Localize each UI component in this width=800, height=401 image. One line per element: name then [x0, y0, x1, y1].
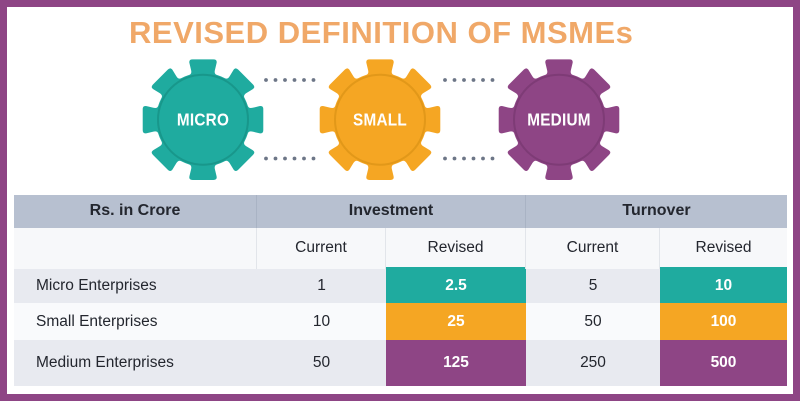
svg-text:MEDIUM: MEDIUM: [527, 110, 591, 130]
svg-text:MICRO: MICRO: [177, 110, 229, 130]
svg-text:SMALL: SMALL: [353, 110, 407, 130]
